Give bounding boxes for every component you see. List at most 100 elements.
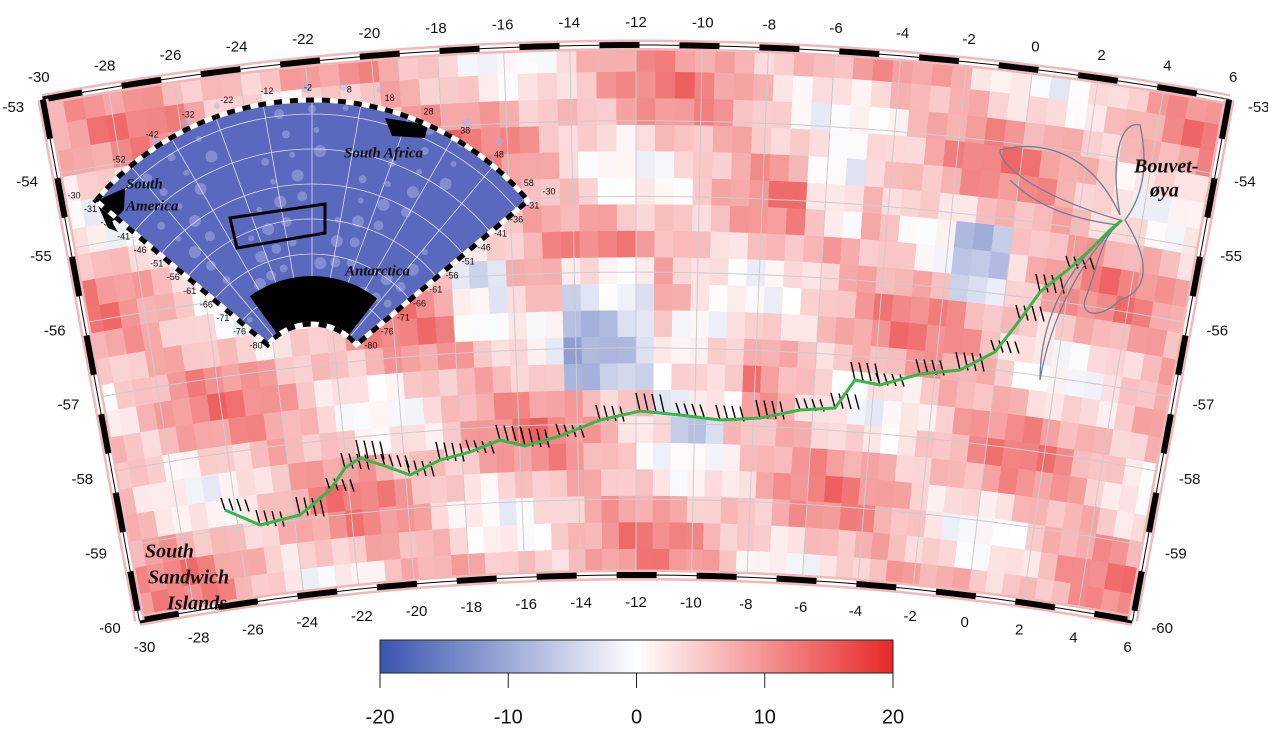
field-cell bbox=[671, 443, 689, 470]
colorbar-label: 0 bbox=[631, 706, 642, 728]
field-cell bbox=[710, 258, 729, 285]
field-cell bbox=[476, 393, 495, 420]
longitude-label: -26 bbox=[242, 621, 264, 638]
field-cell bbox=[521, 153, 541, 180]
field-cell bbox=[446, 474, 465, 502]
field-cell bbox=[597, 125, 617, 152]
field-cell bbox=[618, 363, 636, 390]
field-cell bbox=[551, 523, 569, 550]
field-cell bbox=[837, 290, 857, 318]
field-cell bbox=[489, 286, 509, 313]
field-cell bbox=[901, 189, 922, 217]
field-cell bbox=[943, 326, 964, 354]
field-cell bbox=[423, 396, 443, 424]
field-cell bbox=[564, 337, 583, 364]
inset-latitude-label: -66 bbox=[200, 299, 213, 309]
field-cell bbox=[795, 394, 814, 422]
field-cell bbox=[217, 337, 239, 366]
longitude-label: -8 bbox=[739, 596, 752, 613]
field-cell bbox=[337, 430, 357, 458]
inset-speckle bbox=[292, 170, 304, 182]
field-cell bbox=[804, 527, 823, 555]
field-cell bbox=[905, 136, 927, 164]
field-cell bbox=[691, 258, 710, 285]
field-cell bbox=[756, 472, 774, 499]
field-cell bbox=[932, 432, 952, 460]
inset-speckle bbox=[282, 130, 290, 138]
inset-speckle bbox=[214, 103, 220, 109]
field-cell bbox=[655, 204, 674, 231]
field-cell bbox=[691, 284, 710, 311]
field-cell bbox=[747, 259, 767, 286]
field-cell bbox=[695, 72, 715, 99]
field-cell bbox=[745, 312, 764, 339]
longitude-label: -16 bbox=[515, 596, 537, 613]
inset-place: South Africa bbox=[344, 145, 424, 161]
field-cell bbox=[600, 337, 618, 364]
field-cell bbox=[920, 377, 941, 405]
inset-speckle bbox=[407, 186, 419, 198]
field-cell bbox=[487, 260, 507, 287]
field-cell bbox=[526, 285, 545, 312]
field-cell bbox=[805, 209, 825, 237]
field-cell bbox=[891, 295, 912, 323]
field-cell bbox=[882, 187, 903, 215]
field-cell bbox=[732, 126, 752, 153]
field-cell bbox=[912, 456, 932, 484]
field-cell bbox=[672, 337, 690, 364]
field-cell bbox=[512, 392, 531, 419]
field-cell bbox=[584, 469, 602, 496]
field-cell bbox=[308, 326, 329, 354]
field-cell bbox=[527, 338, 546, 365]
field-cell bbox=[562, 284, 581, 311]
field-cell bbox=[919, 191, 940, 219]
field-cell bbox=[675, 125, 695, 152]
field-cell bbox=[786, 208, 806, 235]
field-cell bbox=[508, 312, 527, 339]
field-cell bbox=[917, 403, 937, 431]
field-cell bbox=[970, 249, 992, 278]
field-cell bbox=[672, 310, 691, 337]
field-cell bbox=[320, 432, 340, 460]
field-cell bbox=[914, 243, 935, 271]
field-cell bbox=[636, 416, 654, 443]
field-cell bbox=[773, 75, 794, 102]
field-cell bbox=[688, 443, 706, 470]
field-cell bbox=[600, 390, 618, 417]
field-cell bbox=[531, 444, 549, 471]
field-cell bbox=[580, 231, 599, 258]
field-cell bbox=[780, 340, 799, 367]
field-cell bbox=[859, 478, 878, 506]
inset-latitude-label: -31 bbox=[526, 200, 539, 210]
field-cell bbox=[889, 321, 910, 349]
field-cell bbox=[938, 379, 959, 407]
field-cell bbox=[707, 364, 726, 391]
field-cell bbox=[549, 443, 567, 470]
field-cell bbox=[459, 75, 480, 102]
field-cell bbox=[739, 471, 757, 498]
field-cell bbox=[740, 444, 759, 471]
field-cell bbox=[558, 125, 578, 152]
longitude-label: -10 bbox=[692, 15, 714, 32]
field-cell bbox=[727, 285, 746, 312]
field-cell bbox=[921, 537, 941, 565]
field-cell bbox=[352, 402, 372, 430]
field-cell bbox=[760, 366, 779, 393]
field-cell bbox=[636, 257, 655, 284]
inset-speckle bbox=[271, 244, 281, 254]
inset-latitude-label: -36 bbox=[101, 218, 114, 228]
field-cell bbox=[458, 394, 477, 422]
field-cell bbox=[567, 470, 585, 497]
field-cell bbox=[988, 251, 1010, 280]
field-cell bbox=[938, 539, 958, 567]
field-cell bbox=[417, 317, 437, 345]
field-cell bbox=[789, 155, 810, 182]
field-cell bbox=[880, 214, 901, 242]
field-cell bbox=[636, 231, 655, 258]
inset-speckle bbox=[451, 161, 457, 167]
field-cell bbox=[560, 205, 579, 232]
field-cell bbox=[800, 288, 820, 316]
latitude-label: -54 bbox=[1234, 173, 1256, 190]
inset-place: America bbox=[125, 198, 179, 214]
field-cell bbox=[796, 367, 815, 395]
